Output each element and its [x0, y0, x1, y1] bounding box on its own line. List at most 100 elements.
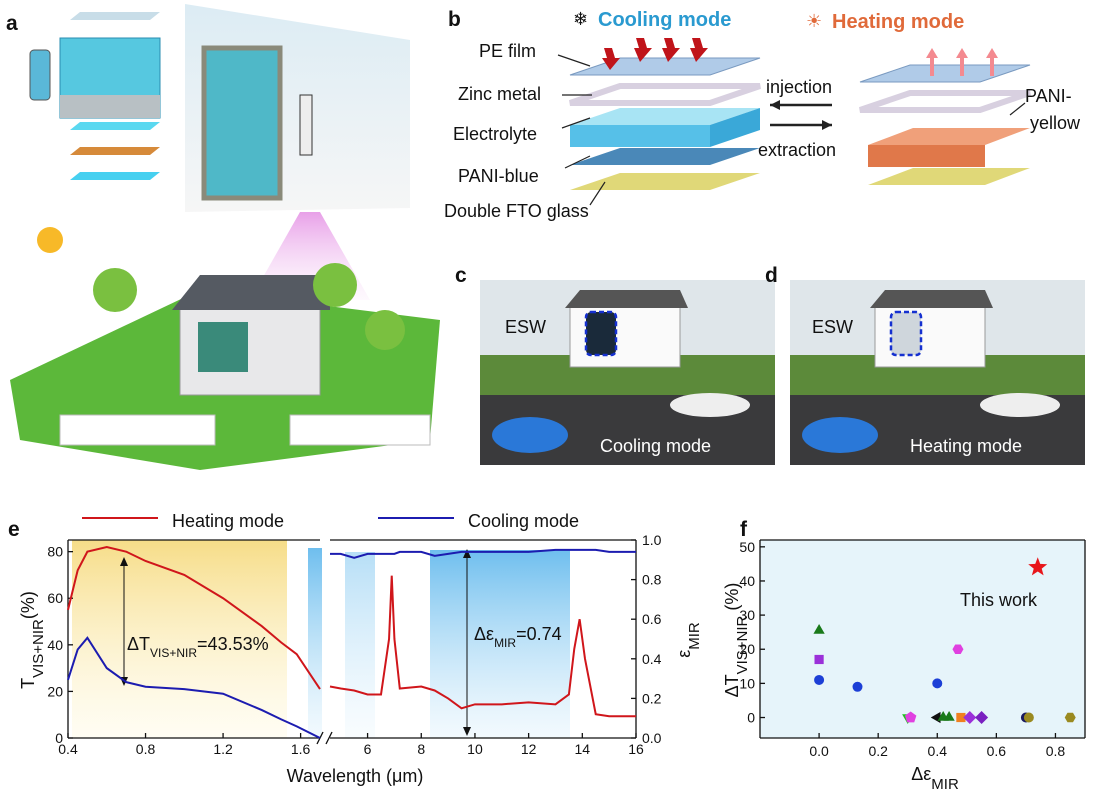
- panel-b: b ❄ Cooling mode ☀ Heating mode PE film …: [444, 8, 1081, 221]
- annotation-main: Δε: [474, 624, 494, 644]
- arrow-head: [463, 727, 471, 736]
- photo-label: ESW: [505, 317, 546, 337]
- x-tick-label: 6: [364, 741, 372, 757]
- atmospheric-transmittance: [308, 548, 322, 738]
- point: [814, 674, 825, 685]
- y-tick-label: 20: [739, 641, 755, 657]
- car: [802, 417, 878, 453]
- y2-tick-label: 1.0: [642, 532, 662, 548]
- y-tick-label: 40: [47, 637, 63, 653]
- annotation-sub: MIR: [494, 636, 516, 650]
- point: [904, 711, 917, 723]
- layer-label: PE film: [479, 41, 536, 61]
- series-line: [67, 636, 321, 739]
- annotation-tail: =43.53%: [197, 634, 269, 654]
- y-axis-title-sub: VIS+NIR: [30, 619, 47, 678]
- heat-arrow: [690, 38, 708, 62]
- fence: [59, 414, 216, 446]
- x-tick-label: 12: [521, 741, 537, 757]
- arrow-head: [770, 100, 780, 110]
- heat-arrow: [926, 48, 998, 76]
- roof: [565, 290, 688, 308]
- y-tick-label: 50: [739, 539, 755, 555]
- esw-window: [584, 310, 618, 357]
- legend-label: Heating mode: [172, 511, 284, 531]
- y-tick-label: 10: [739, 675, 755, 691]
- photo-label: Heating mode: [910, 436, 1022, 456]
- point: [956, 712, 966, 723]
- layer-label: PANI-blue: [458, 166, 539, 186]
- x-tick-label: 8: [417, 741, 425, 757]
- panel-a: a: [6, 4, 440, 470]
- house-window: [198, 322, 248, 372]
- tree: [93, 268, 137, 312]
- layer-label: Zinc metal: [458, 84, 541, 104]
- panel-label: f: [740, 518, 748, 541]
- x-tick-label: 0.4: [58, 741, 78, 757]
- y-axis-title: TVIS+NIR(%): [18, 591, 47, 689]
- layer-electrolyte-side: [710, 108, 760, 147]
- y-tick-label: 0: [55, 730, 63, 746]
- pump: [29, 49, 51, 101]
- x-tick-label: 1.6: [291, 741, 311, 757]
- y-axis-title-main: ΔT: [722, 674, 742, 697]
- panel-label: a: [6, 12, 18, 35]
- x-axis-title: ΔεMIR: [911, 764, 959, 791]
- fence: [289, 414, 431, 446]
- person: [299, 94, 313, 156]
- arrow-head: [120, 557, 128, 566]
- annotation: ΔTVIS+NIR=43.53%: [127, 634, 269, 660]
- layer-label: PANI-: [1025, 86, 1072, 106]
- sun: [37, 227, 63, 253]
- point: [813, 623, 825, 634]
- panel-label: c: [455, 264, 467, 287]
- point: [975, 711, 989, 725]
- y2-tick-label: 0.0: [642, 730, 662, 746]
- y-axis-title-main: T: [18, 678, 38, 689]
- annotation: This work: [960, 590, 1038, 610]
- panel-label: d: [765, 264, 778, 287]
- tree: [365, 310, 405, 350]
- x-tick-label: 14: [575, 741, 591, 757]
- process-label: injection: [766, 77, 832, 97]
- y2-axis-title: εMIR: [674, 622, 703, 658]
- x-tick-label: 1.2: [213, 741, 233, 757]
- y2-tick-label: 0.6: [642, 611, 662, 627]
- layer-label: Electrolyte: [453, 124, 537, 144]
- layer-pani-yellow-side: [868, 145, 985, 167]
- legend-label: Cooling mode: [468, 511, 579, 531]
- layer-pani-yellow: [868, 128, 1030, 145]
- y-axis-title-tail: (%): [18, 591, 38, 619]
- process-label: extraction: [758, 140, 836, 160]
- point: [952, 644, 964, 655]
- y2-axis-title-sub: MIR: [686, 622, 703, 650]
- y-tick-label: 30: [739, 607, 755, 623]
- y2-tick-label: 0.4: [642, 651, 662, 667]
- atmospheric-transmittance: [345, 552, 375, 738]
- layer-label: yellow: [1030, 113, 1081, 133]
- y-tick-label: 60: [47, 590, 63, 606]
- panel-label: b: [448, 8, 461, 31]
- y2-tick-label: 0.2: [642, 690, 662, 706]
- annotation: ΔεMIR=0.74: [474, 624, 562, 650]
- atmospheric-transmittance: [430, 550, 570, 738]
- sun-icon: ☀: [806, 11, 822, 31]
- series-line: [329, 575, 636, 718]
- layer-pe: [859, 64, 1031, 83]
- heat-arrow: [602, 48, 620, 70]
- layer-zinc: [859, 90, 1031, 113]
- x-tick-label: 0.8: [136, 741, 156, 757]
- heat-arrow: [634, 38, 652, 62]
- heat-arrow: [662, 38, 680, 62]
- tree: [313, 263, 357, 307]
- leader-lines: [557, 54, 1026, 206]
- car: [670, 393, 750, 417]
- layer-electrolyte: [570, 125, 710, 147]
- x-tick-label: 0.4: [928, 743, 948, 759]
- layer-fto: [570, 173, 760, 190]
- cell-bottom: [60, 95, 160, 118]
- roof: [172, 275, 330, 310]
- panel-c: c ESW Cooling mode: [455, 264, 775, 465]
- y2-axis-title-main: ε: [674, 650, 694, 658]
